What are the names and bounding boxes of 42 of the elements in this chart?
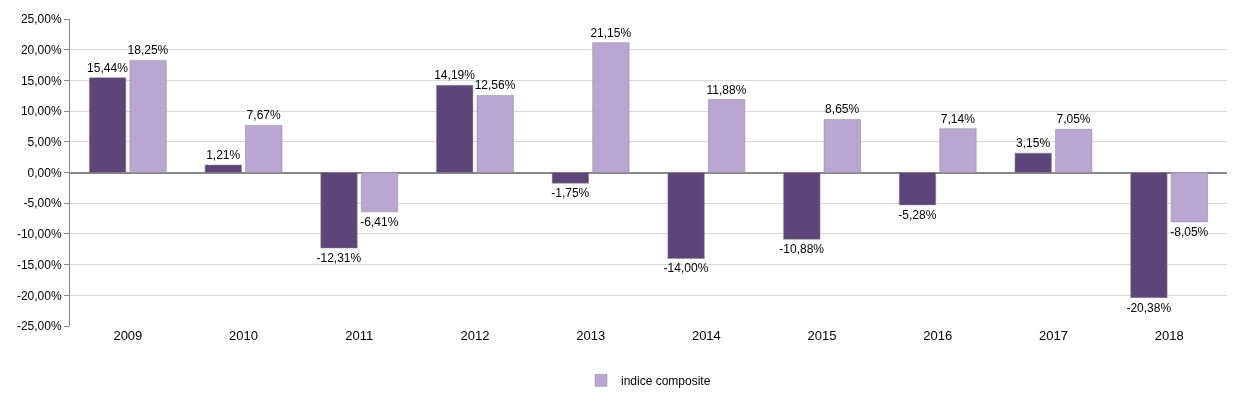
x-tick-label: 2014 — [691, 328, 721, 343]
data-label: -10,88% — [779, 242, 825, 257]
data-label: -6,41% — [360, 214, 399, 229]
x-tick-label: 2011 — [345, 328, 374, 343]
y-tick-label: 20,00% — [20, 42, 62, 57]
y-tick-label: -5,00% — [23, 196, 62, 211]
y-tick-label: 15,00% — [20, 73, 62, 88]
data-label: 7,05% — [1056, 112, 1091, 127]
data-label: -8,05% — [1170, 224, 1209, 239]
y-tick-label: 5,00% — [27, 135, 62, 149]
data-label: -1,75% — [551, 186, 590, 201]
data-label: -12,31% — [316, 251, 362, 266]
legend-label: indice composite — [621, 374, 711, 389]
data-label: 12,56% — [474, 78, 516, 93]
data-label: 18,25% — [127, 43, 169, 58]
data-label: 1,21% — [206, 148, 241, 163]
x-tick-label: 2017 — [1038, 328, 1068, 343]
x-tick-label: 2018 — [1154, 328, 1184, 343]
data-label: -14,00% — [663, 261, 709, 276]
y-tick-label: 10,00% — [20, 104, 62, 119]
data-label: 7,14% — [940, 111, 976, 126]
data-label: 7,67% — [246, 108, 281, 123]
x-tick-label: 2009 — [113, 328, 143, 343]
data-label: 21,15% — [590, 25, 632, 40]
x-tick-label: 2015 — [807, 328, 837, 343]
data-label: 3,15% — [1016, 136, 1051, 151]
data-label: 15,44% — [87, 60, 129, 75]
y-tick-label: -15,00% — [16, 257, 62, 272]
y-tick-label: -20,00% — [16, 288, 62, 303]
x-tick-label: 2016 — [923, 328, 953, 343]
x-tick-label: 2013 — [576, 328, 606, 343]
data-label: 8,65% — [825, 102, 860, 117]
x-tick-label: 2012 — [460, 328, 490, 343]
data-label: 14,19% — [434, 68, 476, 83]
y-tick-label: -10,00% — [16, 227, 62, 242]
data-label: 11,88% — [706, 82, 747, 97]
y-tick-label: 25,00% — [20, 12, 62, 27]
y-tick-label: 0,00% — [27, 165, 62, 180]
x-tick-label: 2010 — [229, 328, 259, 343]
data-label: -5,28% — [898, 207, 937, 222]
data-label: -20,38% — [1126, 300, 1172, 315]
y-tick-label: -25,00% — [16, 319, 62, 334]
